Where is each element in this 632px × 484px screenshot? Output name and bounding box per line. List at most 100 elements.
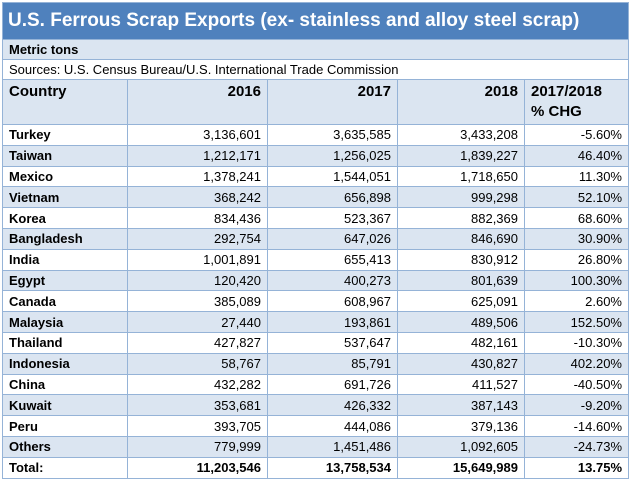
value-cell: 387,143 xyxy=(397,394,525,417)
table-row: China 432,282 691,726 411,527 -40.50% xyxy=(2,373,629,396)
value-cell: -40.50% xyxy=(524,373,629,396)
value-cell: 11,203,546 xyxy=(127,456,268,479)
value-cell: 68.60% xyxy=(524,207,629,229)
value-cell: 656,898 xyxy=(267,186,398,209)
country-cell: Korea xyxy=(2,207,128,229)
table-row: Others 779,999 1,451,486 1,092,605 -24.73% xyxy=(2,435,629,458)
column-header: 2017/2018 % CHG xyxy=(524,79,629,125)
value-cell: -9.20% xyxy=(524,394,629,417)
value-cell: 52.10% xyxy=(524,186,629,209)
value-cell: 379,136 xyxy=(397,415,525,437)
value-cell: 1,544,051 xyxy=(267,165,398,188)
value-cell: 393,705 xyxy=(127,415,268,437)
value-cell: 1,718,650 xyxy=(397,165,525,188)
value-cell: 46.40% xyxy=(524,144,629,167)
value-cell: 427,827 xyxy=(127,331,268,354)
table-row: Kuwait 353,681 426,332 387,143 -9.20% xyxy=(2,394,629,417)
column-header: 2016 xyxy=(127,79,268,125)
column-header: 2017 xyxy=(267,79,398,125)
value-cell: 655,413 xyxy=(267,248,398,271)
table-row: Peru 393,705 444,086 379,136 -14.60% xyxy=(2,415,629,437)
table-row: Canada 385,089 608,967 625,091 2.60% xyxy=(2,290,629,313)
value-cell: 152.50% xyxy=(524,311,629,333)
value-cell: -14.60% xyxy=(524,415,629,437)
country-cell: Vietnam xyxy=(2,186,128,209)
value-cell: 444,086 xyxy=(267,415,398,437)
value-cell: 608,967 xyxy=(267,290,398,313)
value-cell: 834,436 xyxy=(127,207,268,229)
value-cell: 13,758,534 xyxy=(267,456,398,479)
country-cell: Total: xyxy=(2,456,128,479)
value-cell: 411,527 xyxy=(397,373,525,396)
value-cell: 2.60% xyxy=(524,290,629,313)
value-cell: 58,767 xyxy=(127,352,268,375)
value-cell: 193,861 xyxy=(267,311,398,333)
table-row: Korea 834,436 523,367 882,369 68.60% xyxy=(2,207,629,229)
value-cell: 489,506 xyxy=(397,311,525,333)
value-cell: 368,242 xyxy=(127,186,268,209)
value-cell: 120,420 xyxy=(127,269,268,292)
value-cell: 691,726 xyxy=(267,373,398,396)
data-table: U.S. Ferrous Scrap Exports (ex- stainles… xyxy=(2,2,629,479)
value-cell: 1,256,025 xyxy=(267,144,398,167)
table-row: Malaysia 27,440 193,861 489,506 152.50% xyxy=(2,311,629,333)
value-cell: 3,136,601 xyxy=(127,124,268,146)
value-cell: 15,649,989 xyxy=(397,456,525,479)
value-cell: -5.60% xyxy=(524,124,629,146)
value-cell: 292,754 xyxy=(127,227,268,250)
table-row: Turkey 3,136,601 3,635,585 3,433,208 -5.60% xyxy=(2,124,629,146)
value-cell: 1,451,486 xyxy=(267,435,398,458)
value-cell: 400,273 xyxy=(267,269,398,292)
country-cell: Kuwait xyxy=(2,394,128,417)
table-body: Turkey 3,136,601 3,635,585 3,433,208 -5.60% T… xyxy=(2,124,629,479)
value-cell: 1,212,171 xyxy=(127,144,268,167)
header-row: Country 2016 2017 2018 2017/2018 % CHG xyxy=(2,79,629,125)
country-cell: India xyxy=(2,248,128,271)
country-cell: Others xyxy=(2,435,128,458)
value-cell: 1,839,227 xyxy=(397,144,525,167)
table-row: Bangladesh 292,754 647,026 846,690 30.90% xyxy=(2,227,629,250)
value-cell: 882,369 xyxy=(397,207,525,229)
value-cell: 3,635,585 xyxy=(267,124,398,146)
value-cell: -24.73% xyxy=(524,435,629,458)
value-cell: 11.30% xyxy=(524,165,629,188)
table-row: India 1,001,891 655,413 830,912 26.80% xyxy=(2,248,629,271)
title: U.S. Ferrous Scrap Exports (ex- stainles… xyxy=(2,2,629,40)
value-cell: 426,332 xyxy=(267,394,398,417)
value-cell: 830,912 xyxy=(397,248,525,271)
value-cell: 30.90% xyxy=(524,227,629,250)
value-cell: 385,089 xyxy=(127,290,268,313)
country-cell: Thailand xyxy=(2,331,128,354)
country-cell: China xyxy=(2,373,128,396)
value-cell: 100.30% xyxy=(524,269,629,292)
value-cell: 537,647 xyxy=(267,331,398,354)
value-cell: 430,827 xyxy=(397,352,525,375)
value-cell: 523,367 xyxy=(267,207,398,229)
value-cell: 85,791 xyxy=(267,352,398,375)
country-cell: Bangladesh xyxy=(2,227,128,250)
value-cell: 779,999 xyxy=(127,435,268,458)
country-cell: Indonesia xyxy=(2,352,128,375)
value-cell: 26.80% xyxy=(524,248,629,271)
value-cell: 13.75% xyxy=(524,456,629,479)
country-cell: Taiwan xyxy=(2,144,128,167)
country-cell: Egypt xyxy=(2,269,128,292)
value-cell: 432,282 xyxy=(127,373,268,396)
country-cell: Turkey xyxy=(2,124,128,146)
value-cell: -10.30% xyxy=(524,331,629,354)
source: Sources: U.S. Census Bureau/U.S. Interna… xyxy=(2,59,629,80)
page: U.S. Ferrous Scrap Exports (ex- stainles… xyxy=(2,2,629,479)
table-row: Vietnam 368,242 656,898 999,298 52.10% xyxy=(2,186,629,209)
table-row: Thailand 427,827 537,647 482,161 -10.30% xyxy=(2,331,629,354)
country-cell: Mexico xyxy=(2,165,128,188)
column-header: Country xyxy=(2,79,128,125)
value-cell: 402.20% xyxy=(524,352,629,375)
table-row: Indonesia 58,767 85,791 430,827 402.20% xyxy=(2,352,629,375)
value-cell: 3,433,208 xyxy=(397,124,525,146)
value-cell: 27,440 xyxy=(127,311,268,333)
value-cell: 353,681 xyxy=(127,394,268,417)
table-row: Taiwan 1,212,171 1,256,025 1,839,227 46.40% xyxy=(2,144,629,167)
value-cell: 625,091 xyxy=(397,290,525,313)
value-cell: 1,092,605 xyxy=(397,435,525,458)
table-row: Total: 11,203,546 13,758,534 15,649,989 13.7… xyxy=(2,456,629,479)
